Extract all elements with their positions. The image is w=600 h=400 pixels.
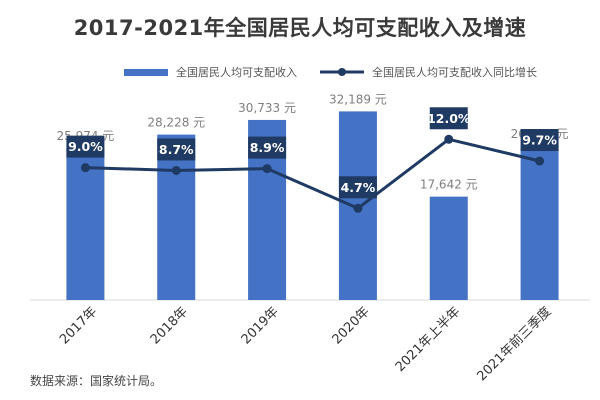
growth-value-label: 12.0% (427, 111, 471, 126)
growth-point (535, 156, 545, 166)
growth-point (353, 203, 363, 213)
legend-label-income: 全国居民人均可支配收入 (176, 66, 297, 79)
growth-point (171, 165, 181, 175)
growth-value-label: 8.7% (159, 142, 194, 157)
bar-value-label: 17,642 元 (420, 178, 478, 192)
growth-value-label: 9.7% (522, 133, 557, 148)
x-tick-label: 2019年 (239, 304, 282, 347)
bar (429, 196, 468, 300)
growth-value-label: 8.9% (250, 140, 285, 155)
growth-label-box (338, 176, 377, 199)
growth-point (262, 164, 272, 174)
x-tick-label: 2021年前三季度 (474, 304, 555, 385)
x-tick-label: 2018年 (148, 304, 191, 347)
bar-value-label: 30,733 元 (238, 101, 296, 115)
growth-label-box (429, 107, 468, 130)
bar (520, 146, 559, 300)
growth-point (444, 134, 454, 144)
bar-value-label: 32,189 元 (329, 92, 387, 106)
legend-line-swatch (320, 68, 364, 76)
x-tick-label: 2021年上半年 (393, 304, 464, 375)
legend: 全国居民人均可支配收入 全国居民人均可支配收入同比增长 (0, 64, 600, 80)
growth-label-box (248, 136, 287, 159)
bar-value-label: 28,228 元 (147, 116, 205, 130)
legend-bar-swatch (124, 68, 168, 76)
bar (66, 147, 105, 300)
source-note: 数据来源：国家统计局。 (30, 374, 163, 388)
growth-value-label: 4.7% (341, 180, 376, 195)
growth-point (80, 163, 90, 173)
growth-label-box (157, 138, 196, 161)
growth-label-box (66, 135, 105, 158)
legend-item-income: 全国居民人均可支配收入 (124, 64, 297, 80)
legend-item-growth: 全国居民人均可支配收入同比增长 (320, 64, 537, 80)
chart-title: 2017-2021年全国居民人均可支配收入及增速 (73, 16, 527, 40)
growth-value-label: 9.0% (68, 139, 103, 154)
x-tick-label: 2020年 (330, 304, 373, 347)
bar (157, 134, 196, 300)
legend-label-growth: 全国居民人均可支配收入同比增长 (372, 66, 537, 79)
x-tick-label: 2017年 (57, 304, 100, 347)
growth-line (85, 137, 540, 210)
growth-label-box (520, 129, 559, 152)
